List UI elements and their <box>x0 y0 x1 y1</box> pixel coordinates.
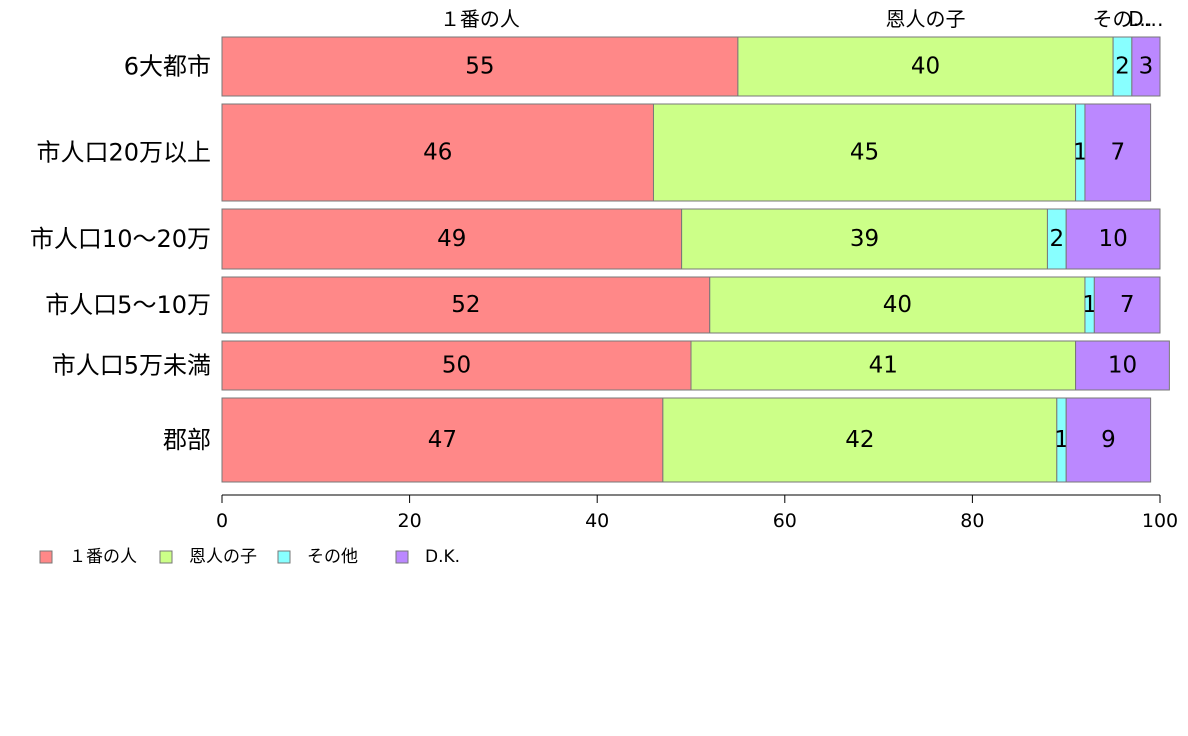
bar-segment <box>652 103 1077 202</box>
bar-segment <box>221 340 692 391</box>
legend-label: D.K. <box>425 547 460 567</box>
bar-segment <box>221 397 664 483</box>
data-label: 49 <box>437 226 466 252</box>
category-label: 市人口5万未満 <box>52 352 211 380</box>
legend-label: 恩人の子 <box>189 547 257 567</box>
bar-segment <box>221 103 654 202</box>
data-label: 52 <box>451 292 480 318</box>
data-label: 45 <box>850 140 879 166</box>
column-header-labels: １番の人 恩人の子 その…D… <box>440 7 1164 31</box>
bar-segment <box>1065 208 1161 270</box>
legend-swatch <box>39 550 53 564</box>
data-label: 7 <box>1110 140 1125 166</box>
category-label: 6大都市 <box>124 53 211 81</box>
bar-segment <box>221 276 711 334</box>
x-tick-label: 80 <box>960 510 984 532</box>
data-label: 2 <box>1049 226 1064 252</box>
bar-segment <box>1075 340 1170 391</box>
legend-label: １番の人 <box>69 547 137 567</box>
bar-segment <box>1093 276 1161 334</box>
column-header-label: その… <box>1092 7 1152 31</box>
data-label: 50 <box>442 353 471 379</box>
category-label: 郡部 <box>163 426 211 454</box>
legend-swatch <box>395 550 409 564</box>
data-label: 2 <box>1115 54 1130 80</box>
category-label: 市人口20万以上 <box>36 139 211 167</box>
data-label: 42 <box>845 427 874 453</box>
legend: １番の人 恩人の子 その他 D.K. <box>39 547 460 567</box>
bar-segment <box>681 208 1048 270</box>
data-label: 7 <box>1120 292 1135 318</box>
category-label: 市人口10〜20万 <box>30 225 211 253</box>
column-header-label: １番の人 <box>440 7 520 31</box>
legend-swatch <box>277 550 291 564</box>
legend-label: その他 <box>307 547 358 567</box>
x-tick-label: 40 <box>585 510 609 532</box>
data-label: 9 <box>1101 427 1116 453</box>
x-tick-label: 100 <box>1142 510 1178 532</box>
data-label: 41 <box>869 353 898 379</box>
data-label: 40 <box>883 292 912 318</box>
data-label: 40 <box>911 54 940 80</box>
data-label: 55 <box>465 54 494 80</box>
bar-segment <box>709 276 1086 334</box>
bar-segment <box>221 36 739 97</box>
bar-segment <box>1131 36 1161 97</box>
x-tick-label: 20 <box>398 510 422 532</box>
data-label: 46 <box>423 140 452 166</box>
x-tick-label: 0 <box>216 510 228 532</box>
column-header-label: D… <box>1128 7 1163 31</box>
x-tick-label: 60 <box>773 510 797 532</box>
data-label: 10 <box>1108 353 1137 379</box>
category-label: 市人口5〜10万 <box>45 291 211 319</box>
bar-segment <box>737 36 1114 97</box>
data-label: 1 <box>1073 140 1088 166</box>
data-label: 39 <box>850 226 879 252</box>
bar-segment <box>690 340 1077 391</box>
x-axis: 0 20 40 60 80 100 <box>216 494 1178 532</box>
data-label: 3 <box>1139 54 1154 80</box>
legend-swatch <box>159 550 173 564</box>
data-label: 1 <box>1054 427 1069 453</box>
column-header-label: 恩人の子 <box>886 7 966 31</box>
data-label: 47 <box>428 427 457 453</box>
data-label: 10 <box>1098 226 1127 252</box>
data-label: 1 <box>1082 292 1097 318</box>
bar-segment <box>1065 397 1152 483</box>
bar-segment <box>662 397 1058 483</box>
bar-segment <box>1084 103 1152 202</box>
